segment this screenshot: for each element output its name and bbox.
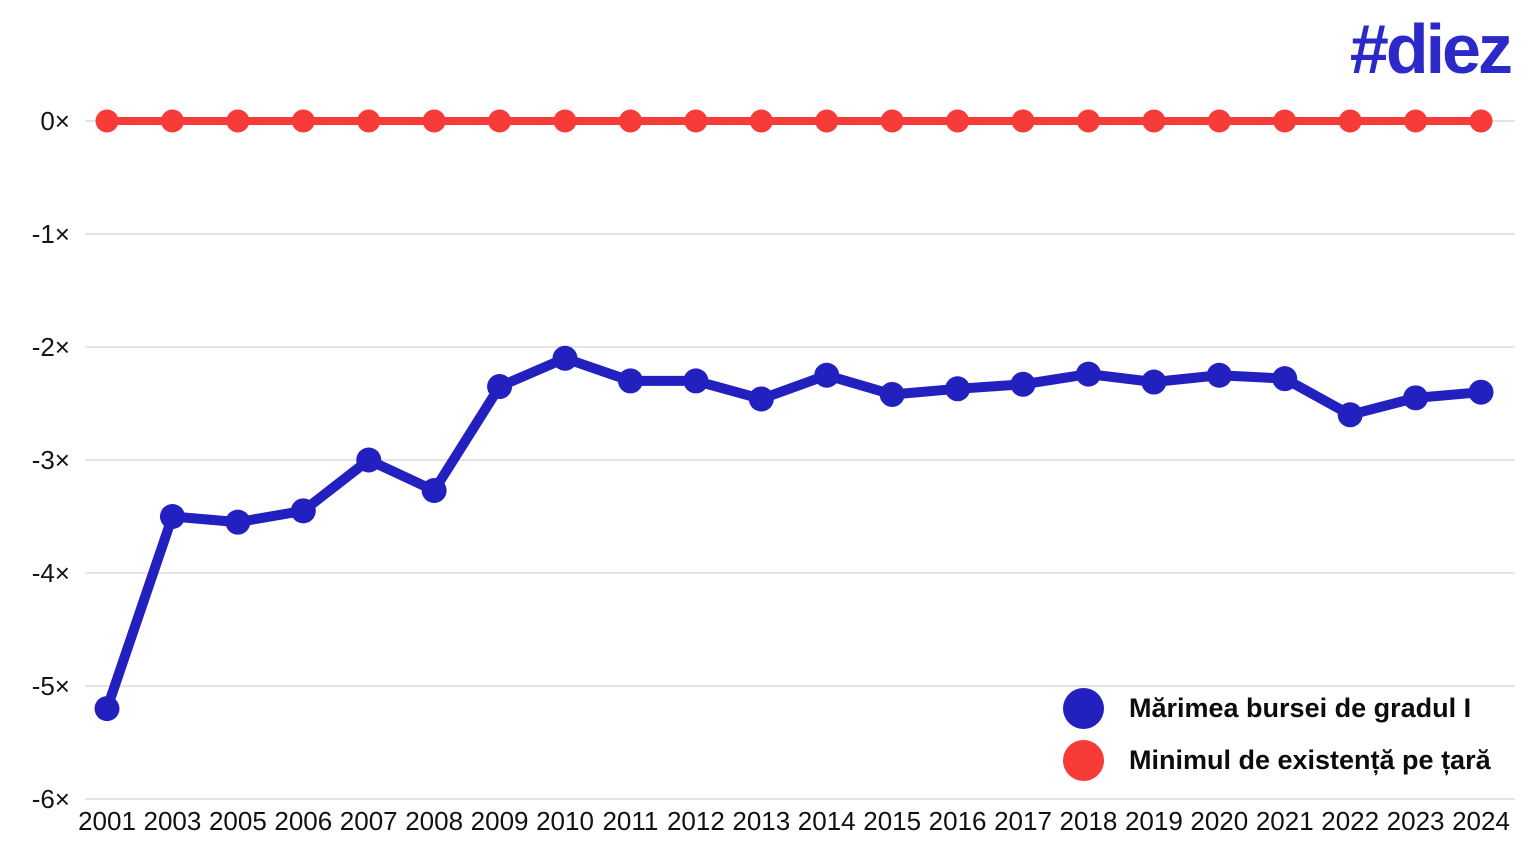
svg-text:2006: 2006 xyxy=(274,806,332,836)
svg-text:2005: 2005 xyxy=(209,806,267,836)
svg-text:2015: 2015 xyxy=(863,806,921,836)
svg-text:2013: 2013 xyxy=(732,806,790,836)
svg-text:2014: 2014 xyxy=(798,806,856,836)
legend-label-minim: Minimul de existență pe țară xyxy=(1129,745,1491,775)
legend-swatch-blue-circle xyxy=(1063,688,1104,729)
svg-text:2022: 2022 xyxy=(1321,806,1379,836)
svg-text:2016: 2016 xyxy=(929,806,987,836)
svg-text:2023: 2023 xyxy=(1387,806,1445,836)
chart-legend: Mărimea bursei de gradul I Minimul de ex… xyxy=(1063,688,1491,792)
legend-item-bursa: Mărimea bursei de gradul I xyxy=(1063,688,1491,729)
legend-swatch-red-circle xyxy=(1063,740,1104,781)
svg-text:2012: 2012 xyxy=(667,806,725,836)
svg-text:-6×: -6× xyxy=(32,784,70,814)
svg-text:-1×: -1× xyxy=(32,219,70,249)
svg-text:-2×: -2× xyxy=(32,332,70,362)
svg-text:2011: 2011 xyxy=(602,806,658,836)
svg-text:-5×: -5× xyxy=(32,671,70,701)
svg-text:2010: 2010 xyxy=(536,806,594,836)
svg-text:2021: 2021 xyxy=(1256,806,1314,836)
diez-logo: #diez xyxy=(1349,10,1513,88)
legend-label-bursa: Mărimea bursei de gradul I xyxy=(1129,693,1472,723)
svg-text:2007: 2007 xyxy=(340,806,398,836)
svg-text:2008: 2008 xyxy=(405,806,463,836)
svg-text:2001: 2001 xyxy=(78,806,136,836)
legend-item-minim: Minimul de existență pe țară xyxy=(1063,740,1491,781)
svg-text:-3×: -3× xyxy=(32,445,70,475)
svg-text:2009: 2009 xyxy=(471,806,529,836)
svg-text:2003: 2003 xyxy=(144,806,202,836)
svg-text:0×: 0× xyxy=(40,106,70,136)
svg-text:2017: 2017 xyxy=(994,806,1052,836)
svg-text:2020: 2020 xyxy=(1190,806,1248,836)
svg-text:2018: 2018 xyxy=(1060,806,1118,836)
svg-text:2024: 2024 xyxy=(1452,806,1510,836)
svg-text:-4×: -4× xyxy=(32,558,70,588)
svg-text:2019: 2019 xyxy=(1125,806,1183,836)
